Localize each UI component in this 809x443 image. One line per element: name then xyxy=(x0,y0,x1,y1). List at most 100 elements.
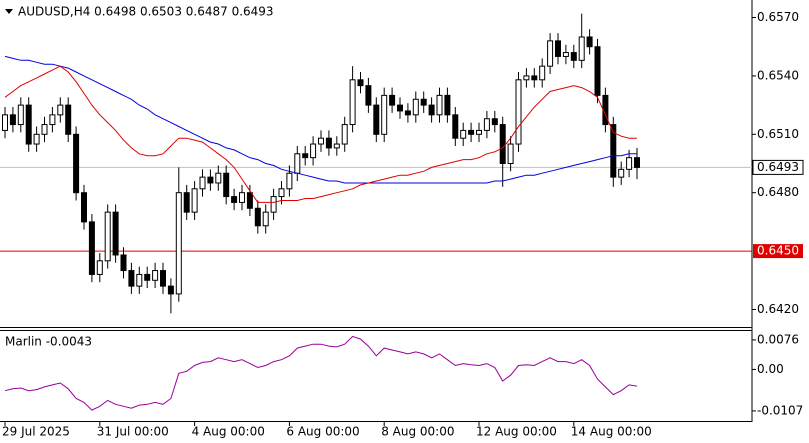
candle-body xyxy=(167,285,174,295)
candle-body xyxy=(160,270,166,287)
price-label: 0.6493 xyxy=(757,160,799,174)
candle-body xyxy=(515,79,522,145)
candle-body xyxy=(310,143,317,159)
candle-body xyxy=(547,40,554,67)
moving-average xyxy=(4,65,637,203)
candle-body xyxy=(389,94,396,106)
y-tick-label: 0.6540 xyxy=(757,68,799,82)
candle-body xyxy=(183,192,190,213)
candle-body xyxy=(325,137,332,149)
candle-body xyxy=(81,192,87,223)
candle-body xyxy=(223,172,230,198)
candle-body xyxy=(539,65,546,81)
x-tick-label: 31 Jul 00:00 xyxy=(97,425,169,439)
candle-body xyxy=(246,192,253,209)
candle-body xyxy=(2,114,8,131)
candle-body xyxy=(207,176,214,184)
candle-body xyxy=(357,79,364,87)
candle-body xyxy=(128,270,135,287)
candle-body xyxy=(507,143,514,165)
menu-arrow xyxy=(5,9,13,14)
y-tick-label: 0.6420 xyxy=(757,302,799,316)
candle-body xyxy=(302,153,309,159)
candle-body xyxy=(199,176,206,190)
candle-body xyxy=(468,129,475,135)
candle-body xyxy=(562,52,569,57)
candle-body xyxy=(499,124,506,164)
candle-body xyxy=(634,157,640,168)
candle-body xyxy=(286,172,293,190)
candle-body xyxy=(112,211,119,256)
candle-body xyxy=(333,143,340,149)
candle-body xyxy=(270,196,277,213)
candle-body xyxy=(586,36,593,48)
candle-body xyxy=(49,114,56,126)
candle-body xyxy=(191,188,198,213)
candle-body xyxy=(175,192,182,295)
x-tick-label: 4 Aug 00:00 xyxy=(192,425,265,439)
candle-body xyxy=(88,221,95,275)
y-tick-label: 0.6510 xyxy=(757,127,799,141)
candle-body xyxy=(397,104,403,112)
candle-body xyxy=(318,137,324,145)
candle-body xyxy=(476,129,482,135)
candle-body xyxy=(9,114,16,126)
level-label: 0.6450 xyxy=(757,244,799,258)
y-tick-label: 0.6480 xyxy=(757,185,799,199)
x-tick-label: 12 Aug 00:00 xyxy=(476,425,557,439)
candle-body xyxy=(531,75,538,81)
candle-body xyxy=(452,114,459,139)
x-tick-label: 6 Aug 00:00 xyxy=(286,425,359,439)
moving-average xyxy=(4,55,637,184)
candle-body xyxy=(294,153,301,174)
candle-body xyxy=(523,75,530,81)
level-label-box xyxy=(753,244,803,259)
candle-body xyxy=(278,188,285,198)
y-tick-label: 0.6570 xyxy=(757,10,799,24)
candle-body xyxy=(444,94,451,116)
candle-body xyxy=(626,157,633,170)
price-label-box xyxy=(752,159,804,175)
candle-body xyxy=(254,207,261,227)
y-tick-label: 0.00 xyxy=(757,362,784,376)
x-tick-label: 14 Aug 00:00 xyxy=(571,425,652,439)
candle-body xyxy=(594,46,601,96)
candle-body xyxy=(136,273,143,287)
y-tick-label: 0.0076 xyxy=(757,332,799,346)
candle-body xyxy=(239,192,245,203)
candle-body xyxy=(349,79,356,126)
x-tick-label: 29 Jul 2025 xyxy=(2,425,70,439)
candle-body xyxy=(491,118,498,126)
candle-body xyxy=(33,133,40,145)
candle-body xyxy=(73,133,80,194)
candle-body xyxy=(96,260,103,275)
candle-body xyxy=(41,124,48,135)
candle-body xyxy=(104,211,111,262)
candle-body xyxy=(420,98,427,106)
candle-body xyxy=(17,104,24,126)
candle-body xyxy=(381,94,388,135)
candle-body xyxy=(341,124,348,145)
x-tick-label: 8 Aug 00:00 xyxy=(381,425,454,439)
candle-body xyxy=(618,168,625,178)
candle-body xyxy=(25,104,32,145)
candle-body xyxy=(460,129,467,139)
candle-body xyxy=(120,254,127,272)
candle-body xyxy=(65,104,72,135)
candle-body xyxy=(555,40,561,57)
candle-body xyxy=(436,94,443,116)
chart-title: AUDUSD,H4 0.6498 0.6503 0.6487 0.6493 xyxy=(18,5,274,19)
candle-body xyxy=(570,52,577,61)
candle-body xyxy=(578,36,585,61)
indicator-title: Marlin -0.0043 xyxy=(5,335,92,349)
candle-body xyxy=(144,273,151,281)
candle-body xyxy=(610,124,617,178)
candle-body xyxy=(365,85,372,106)
candle-body xyxy=(231,196,238,203)
candle-body xyxy=(373,104,380,135)
candle-body xyxy=(215,172,222,184)
indicator-line xyxy=(4,335,638,411)
candle-body xyxy=(404,110,411,116)
